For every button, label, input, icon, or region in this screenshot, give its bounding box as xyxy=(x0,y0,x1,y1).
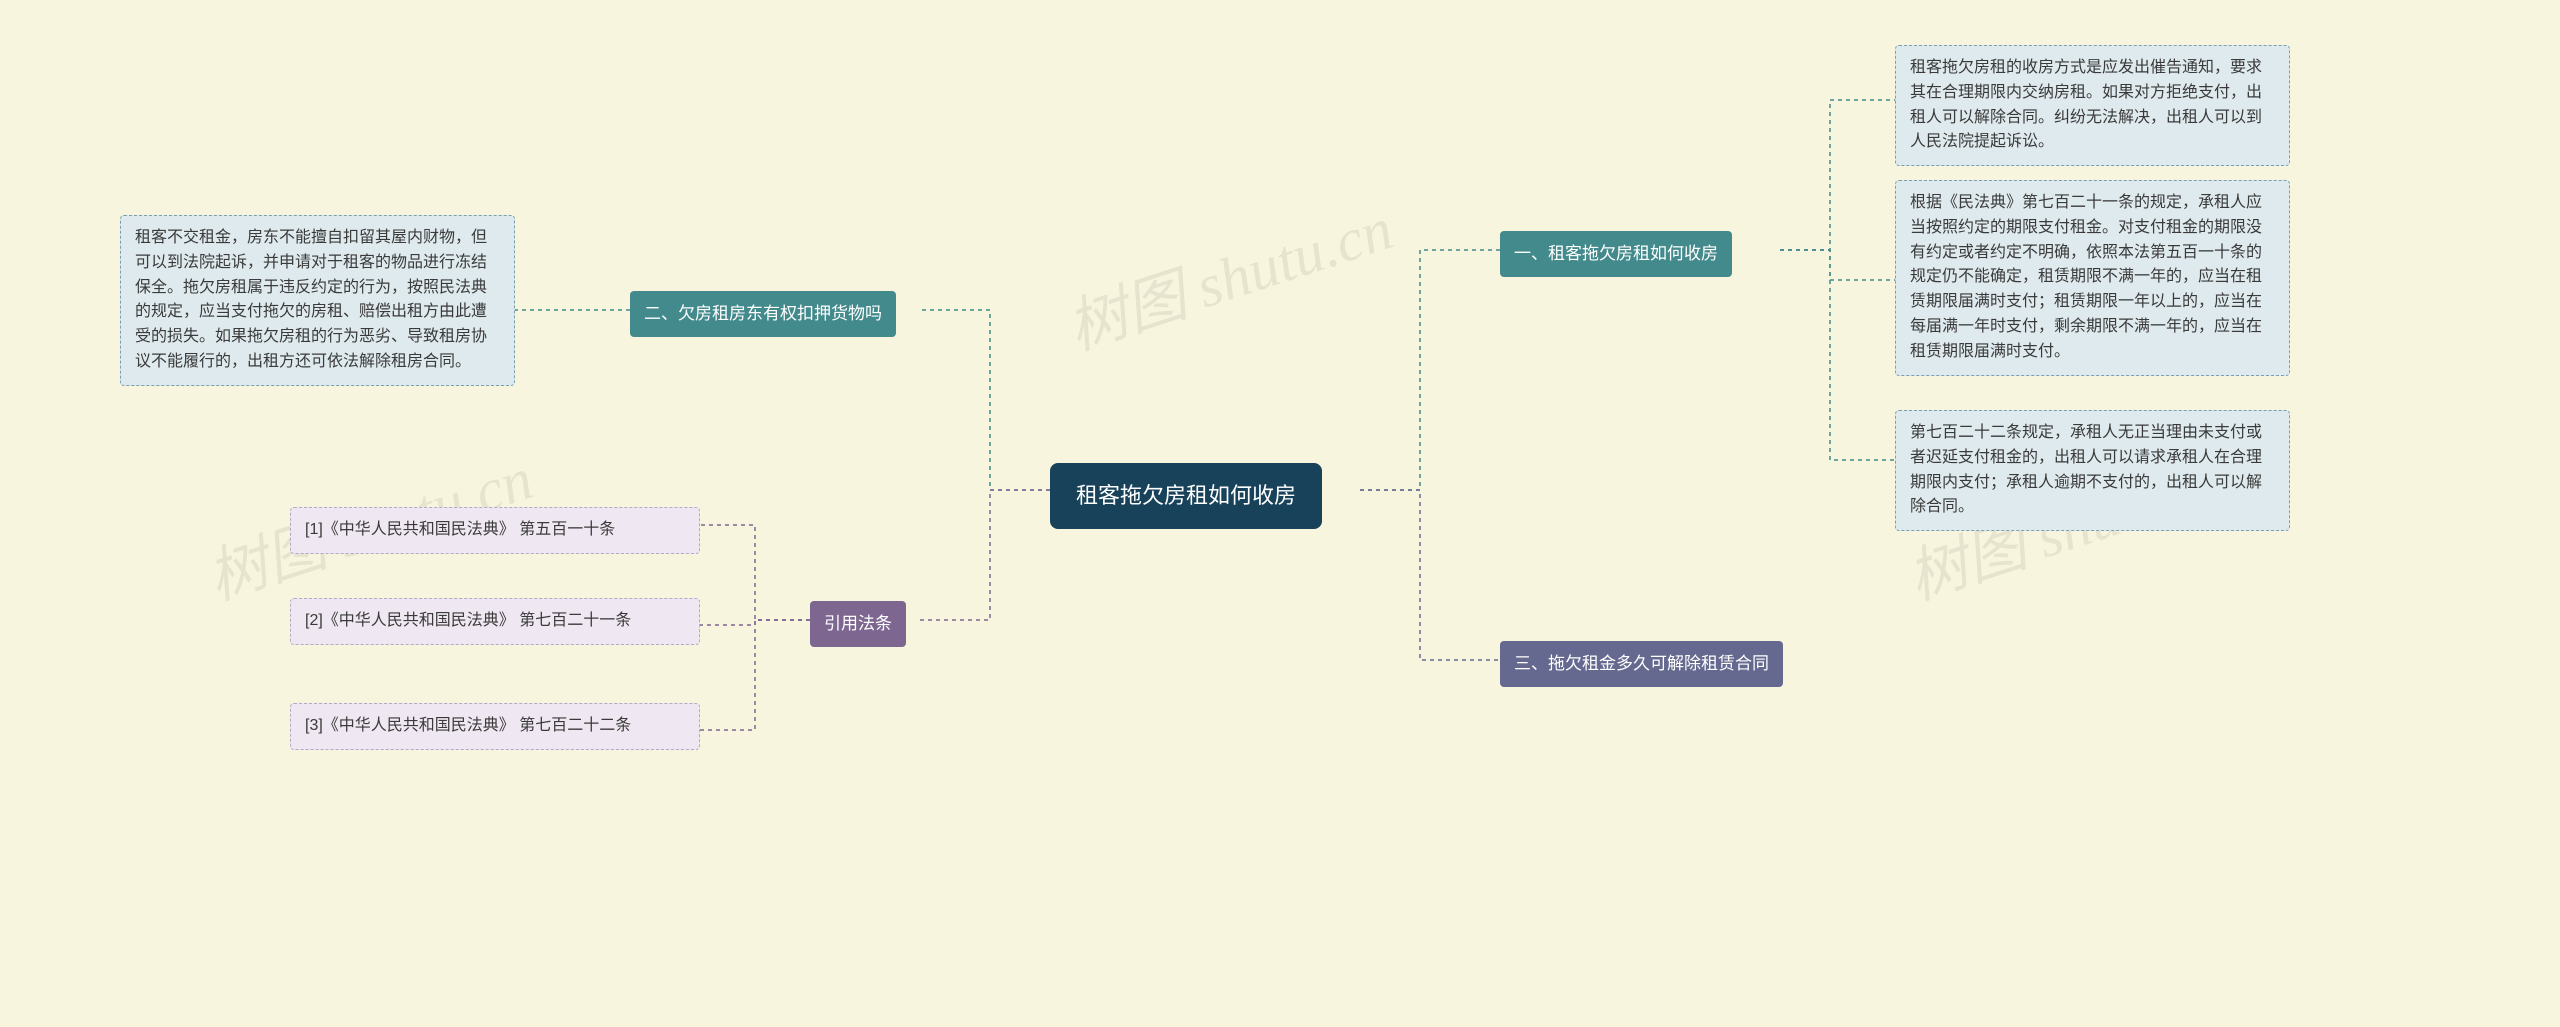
branch-1-detail-1: 根据《民法典》第七百二十一条的规定，承租人应当按照约定的期限支付租金。对支付租金… xyxy=(1895,180,2290,376)
branch-2-detail: 租客不交租金，房东不能擅自扣留其屋内财物，但可以到法院起诉，并申请对于租客的物品… xyxy=(120,215,515,386)
branch-1-detail-2: 第七百二十二条规定，承租人无正当理由未支付或者迟延支付租金的，出租人可以请求承租… xyxy=(1895,410,2290,531)
watermark: 树图 shutu.cn xyxy=(1055,180,1402,367)
citation-1: [2]《中华人民共和国民法典》 第七百二十一条 xyxy=(290,598,700,645)
branch-1-detail-0: 租客拖欠房租的收房方式是应发出催告通知，要求其在合理期限内交纳房租。如果对方拒绝… xyxy=(1895,45,2290,166)
branch-3[interactable]: 三、拖欠租金多久可解除租赁合同 xyxy=(1500,641,1783,687)
branch-2[interactable]: 二、欠房租房东有权扣押货物吗 xyxy=(630,291,896,337)
citation-0: [1]《中华人民共和国民法典》 第五百一十条 xyxy=(290,507,700,554)
citation-2: [3]《中华人民共和国民法典》 第七百二十二条 xyxy=(290,703,700,750)
branch-4[interactable]: 引用法条 xyxy=(810,601,906,647)
branch-1[interactable]: 一、租客拖欠房租如何收房 xyxy=(1500,231,1732,277)
root-node[interactable]: 租客拖欠房租如何收房 xyxy=(1050,463,1322,529)
